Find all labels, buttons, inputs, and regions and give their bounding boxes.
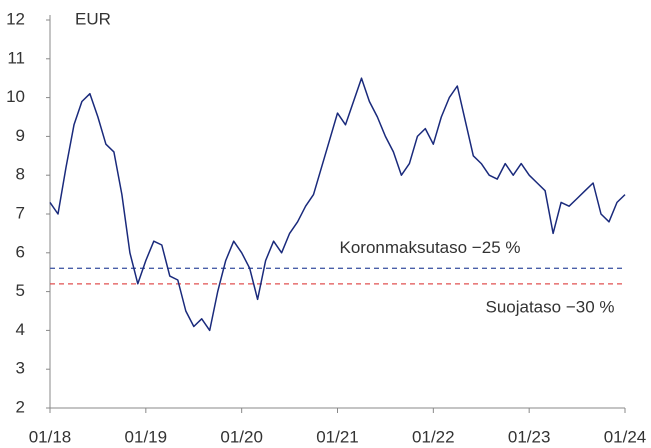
x-tick-label: 01/19 <box>125 427 168 446</box>
y-tick-label: 8 <box>16 165 25 184</box>
reference-label: Suojataso −30 % <box>485 297 614 316</box>
x-tick-label: 01/23 <box>508 427 551 446</box>
y-tick-label: 5 <box>16 281 25 300</box>
y-tick-label: 2 <box>16 397 25 416</box>
x-tick-label: 01/21 <box>316 427 359 446</box>
y-axis-label: EUR <box>75 9 111 28</box>
price-line <box>49 77 626 332</box>
y-tick-label: 4 <box>16 320 25 339</box>
y-tick-label: 3 <box>16 359 25 378</box>
y-tick-label: 10 <box>6 87 25 106</box>
reference-label: Koronmaksutaso −25 % <box>340 238 521 257</box>
x-tick-label: 01/24 <box>604 427 647 446</box>
y-tick-label: 9 <box>16 126 25 145</box>
x-tick-label: 01/20 <box>220 427 263 446</box>
y-tick-label: 12 <box>6 9 25 28</box>
x-tick-label: 01/22 <box>412 427 455 446</box>
x-tick-label: 01/18 <box>29 427 72 446</box>
y-tick-label: 7 <box>16 203 25 222</box>
y-tick-label: 11 <box>7 48 25 67</box>
y-tick-label: 6 <box>16 242 25 261</box>
